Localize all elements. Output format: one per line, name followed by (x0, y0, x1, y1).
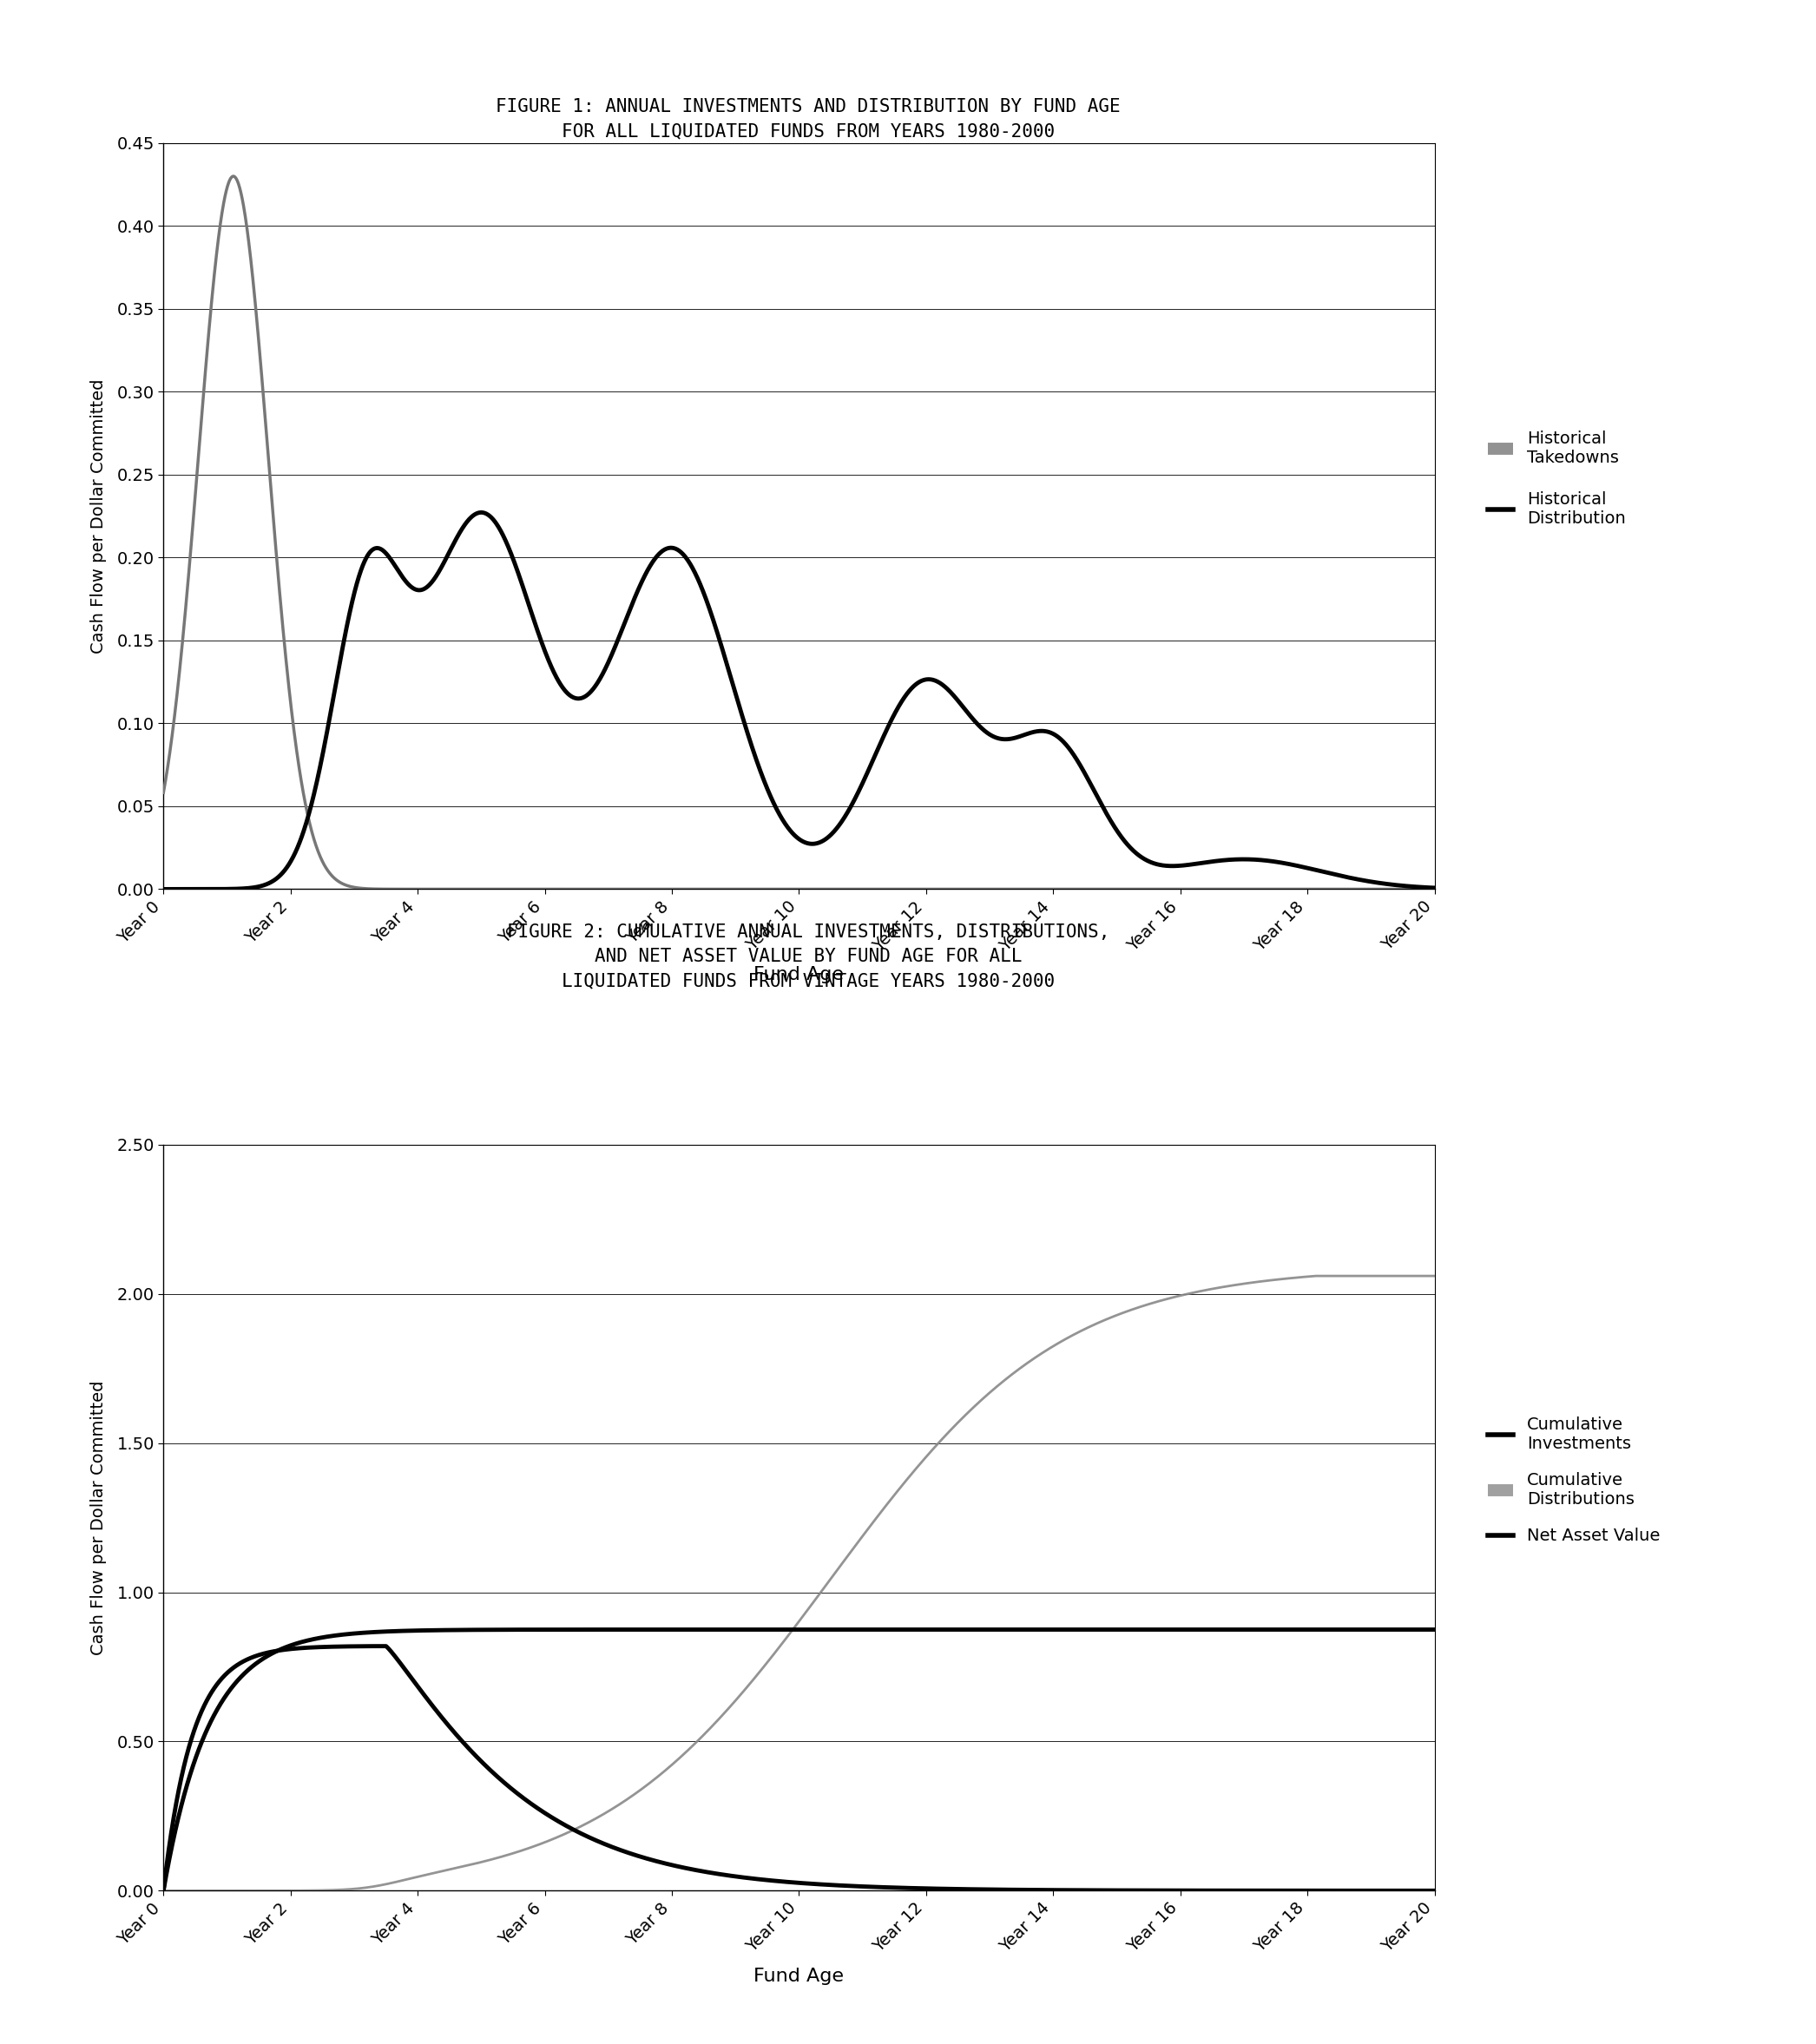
Text: FIGURE 1: ANNUAL INVESTMENTS AND DISTRIBUTION BY FUND AGE
FOR ALL LIQUIDATED FUN: FIGURE 1: ANNUAL INVESTMENTS AND DISTRIB… (496, 98, 1120, 139)
Text: FIGURE 2: CUMULATIVE ANNUAL INVESTMENTS, DISTRIBUTIONS,
AND NET ASSET VALUE BY F: FIGURE 2: CUMULATIVE ANNUAL INVESTMENTS,… (507, 924, 1110, 989)
X-axis label: Fund Age: Fund Age (754, 967, 844, 983)
Y-axis label: Cash Flow per Dollar Committed: Cash Flow per Dollar Committed (91, 1380, 107, 1656)
Legend: Historical
Takedowns, Historical
Distribution: Historical Takedowns, Historical Distrib… (1482, 423, 1633, 533)
X-axis label: Fund Age: Fund Age (754, 1968, 844, 1985)
Legend: Cumulative
Investments, Cumulative
Distributions, Net Asset Value: Cumulative Investments, Cumulative Distr… (1482, 1410, 1667, 1551)
Y-axis label: Cash Flow per Dollar Committed: Cash Flow per Dollar Committed (91, 378, 107, 654)
